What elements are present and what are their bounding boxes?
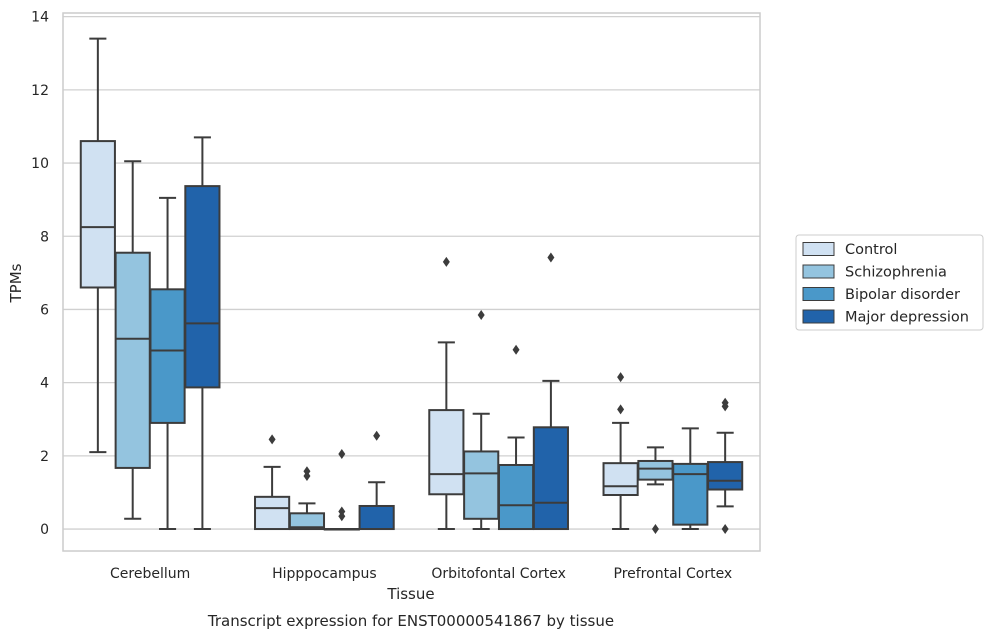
x-tick-label: Cerebellum — [110, 566, 190, 582]
y-axis-label: TPMs — [7, 263, 25, 303]
outlier-point — [617, 404, 625, 415]
plot-frame — [62, 12, 761, 552]
outlier-point — [651, 524, 659, 535]
outlier-point — [617, 372, 625, 383]
x-tick-labels: Cerebellum Hipppocampus Orbitofontal Corte… — [110, 566, 732, 582]
y-tick-label: 0 — [40, 522, 49, 538]
y-tick-label: 14 — [31, 10, 49, 26]
y-tick-label: 2 — [40, 449, 49, 465]
x-tick-label: Orbitofontal Cortex — [431, 566, 566, 582]
outlier-point — [442, 256, 450, 267]
box-prefrontal-cortex-bipolar-disorder — [672, 427, 709, 531]
box-cerebellum-bipolar-disorder — [149, 196, 186, 531]
outlier-point — [338, 506, 346, 517]
legend-label: Major depression — [845, 310, 969, 326]
box-body — [184, 185, 221, 389]
box-body — [114, 251, 151, 469]
box-body — [532, 426, 569, 531]
box-body — [637, 459, 674, 481]
box-body — [707, 461, 744, 491]
box-cerebellum-control — [79, 37, 116, 454]
box-orbitofontal-cortex-bipolar-disorder — [497, 344, 535, 531]
box-body — [672, 462, 709, 526]
chart-caption: Transcript expression for ENST0000054186… — [207, 612, 614, 630]
box-hipppocampus-major-depression — [358, 430, 395, 531]
legend-label: Control — [845, 242, 897, 258]
x-tick-label: Prefrontal Cortex — [614, 566, 733, 582]
box-body — [358, 504, 395, 531]
box-body — [288, 512, 326, 531]
legend-swatch — [802, 264, 835, 279]
box-prefrontal-cortex-schizophrenia — [637, 446, 674, 535]
legend-item: Bipolar disorder — [802, 287, 960, 303]
y-tick-label: 6 — [40, 302, 49, 318]
y-tick-label: 8 — [40, 229, 49, 245]
y-tick-label: 12 — [31, 83, 49, 99]
legend: Control Schizophrenia Bipolar disorder Majo… — [795, 234, 984, 331]
y-tick-labels: 0 2 4 6 8 10 12 14 — [31, 10, 49, 538]
box-hipppocampus-schizophrenia — [288, 466, 326, 531]
box-hipppocampus-control — [254, 434, 291, 531]
y-tick-label: 10 — [31, 156, 49, 172]
legend-label: Schizophrenia — [845, 265, 947, 281]
legend-frame — [795, 234, 984, 331]
outlier-point — [721, 397, 729, 408]
box-body — [428, 409, 465, 496]
legend-items: Control Schizophrenia Bipolar disorder Majo… — [802, 242, 969, 326]
x-axis-label: Tissue — [386, 585, 434, 603]
outlier-point — [338, 449, 346, 460]
outlier-point — [477, 309, 485, 320]
box-orbitofontal-cortex-schizophrenia — [463, 309, 500, 531]
box-body — [602, 462, 639, 497]
legend-item: Schizophrenia — [802, 264, 947, 281]
x-tick-label: Hipppocampus — [272, 566, 377, 582]
box-body — [149, 288, 186, 424]
legend-swatch — [802, 287, 835, 301]
box-cerebellum-major-depression — [184, 136, 221, 531]
box-body — [463, 450, 500, 520]
legend-item: Major depression — [802, 309, 969, 326]
box-prefrontal-cortex-control — [602, 372, 639, 531]
outlier-point — [547, 252, 555, 263]
legend-swatch — [802, 309, 835, 324]
box-cerebellum-schizophrenia — [114, 160, 151, 520]
outlier-point — [512, 344, 520, 355]
legend-item: Control — [802, 242, 897, 258]
box-prefrontal-cortex-major-depression — [707, 397, 744, 535]
outlier-point — [721, 524, 729, 535]
box-body — [497, 463, 535, 531]
box-body — [254, 495, 291, 531]
y-tick-label: 4 — [40, 376, 49, 392]
outlier-point — [373, 430, 381, 441]
box-orbitofontal-cortex-control — [428, 256, 465, 531]
legend-label: Bipolar disorder — [845, 287, 960, 303]
box-body — [79, 140, 116, 289]
outlier-point — [268, 434, 276, 445]
box-orbitofontal-cortex-major-depression — [532, 252, 569, 531]
boxes — [79, 37, 744, 535]
legend-swatch — [802, 242, 835, 256]
outlier-point — [303, 466, 311, 477]
